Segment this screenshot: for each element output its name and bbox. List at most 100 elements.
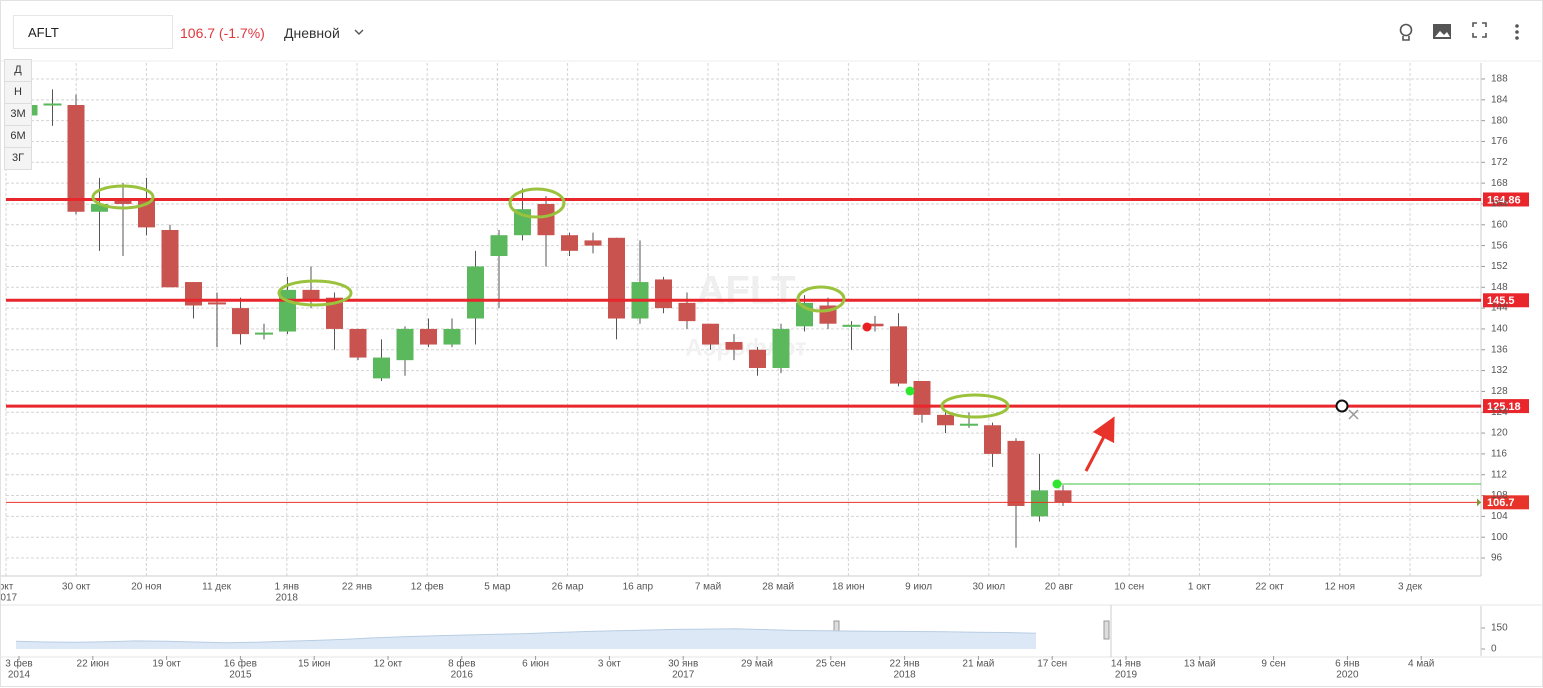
nav-line [15,628,1037,644]
image-icon[interactable] [1433,24,1451,39]
candle-body [443,328,461,345]
x-tick-label: 22 янв [342,582,372,593]
x-tick-label: 7 май [695,582,721,593]
handle[interactable] [1335,399,1349,413]
candle-body [302,289,320,301]
candle-body [1054,490,1072,503]
y-tick-label: 128 [1491,386,1508,397]
nav-x-label: 2018 [893,670,916,681]
nav-x-label: 9 сен [1261,659,1285,670]
level-label: 125.18 [1487,401,1521,413]
menu-icon[interactable] [1515,24,1519,40]
nav-x-label: 2017 [672,670,695,681]
x-tick-label: 30 июл [972,582,1005,593]
nav-x-label: 19 окт [152,659,181,670]
fullscreen-icon[interactable] [1472,22,1487,38]
nav-x-label: 2016 [451,670,474,681]
candle-body [326,297,343,329]
nav-area [16,628,1036,649]
candle-body [678,302,696,322]
x-tick-label: 12 фев [411,581,444,593]
candle-body [43,103,62,106]
nav-x-label: 8 фев [448,658,475,670]
nav-x-label: 6 янв [1335,659,1360,670]
nav-x-label: 2019 [1115,670,1138,681]
x-tick-label: 3 дек [1398,582,1423,593]
x-tick-label: 20 авг [1045,582,1074,593]
candle-body [561,235,578,251]
nav-x-label: 4 май [1408,659,1434,670]
x-tick-label: окт [1,582,14,593]
candle-body [960,423,978,426]
candle-body [749,349,766,368]
price-pointer [1477,498,1481,507]
nav-x-label: 2015 [229,670,252,681]
y-tick-label: 152 [1491,261,1508,272]
candle-body [490,235,508,257]
x-tick-label: 9 июл [905,582,932,593]
x-tick-label: 2017 [1,593,18,604]
y-tick-label: 176 [1491,136,1508,147]
y-tick-label: 124 [1491,407,1508,418]
price: 106.7 (-1.7%) [180,25,265,41]
period-buttons: Д Н 3М 6М 3Г [4,59,32,170]
candle-body [255,332,273,335]
nav-x-label: 21 май [962,659,994,670]
interval-select[interactable]: Дневной [284,25,340,41]
y-tick-label: 148 [1491,282,1508,293]
y-tick-label: 168 [1491,178,1508,189]
nav-x-label: 29 май [741,659,773,670]
nav-tick-label: 0 [1491,644,1497,655]
candle-body [91,203,108,212]
level-label-bg [1483,192,1529,207]
x-tick-label: 16 апр [623,582,654,593]
nav-x-label: 16 фев [224,658,257,670]
level-label-bg [1483,399,1529,414]
chevron[interactable] [353,27,365,37]
candle-body [208,302,226,305]
nav-x-label: 3 фев [5,658,32,670]
ticker-input[interactable]: AFLT [13,15,173,49]
period-button[interactable]: Н [4,82,32,104]
candle-body [1031,490,1048,517]
candle-body [67,105,85,212]
nav-x-label: 13 май [1184,659,1216,670]
y-tick-label: 180 [1491,115,1508,126]
level-label: 164.86 [1487,194,1521,206]
period-button[interactable]: 3Г [4,148,32,170]
annotations [91,184,1010,419]
y-tick-label: 160 [1491,219,1508,230]
x-tick-label: 30 окт [62,582,91,593]
x-tick-label: 2018 [276,593,299,604]
x-axis: 96 100 104 108 112 116 120 124 128 132 136 140 144 14… [1,74,1508,604]
x-tick-label: 11 дек [202,582,232,593]
nav-handle[interactable] [1103,620,1110,640]
candle-body [584,240,602,246]
candle-body [913,380,931,415]
watermark: AFLT [696,269,795,313]
toolbar-icons [1399,22,1519,41]
dot [905,386,915,396]
y-tick-label: 120 [1491,428,1508,439]
nav-x-label: 22 янв [890,659,920,670]
candle-body [114,198,132,204]
idea-icon[interactable] [1399,23,1413,41]
nav-x-label: 15 июн [298,659,331,670]
x-tick-label: 18 июн [832,582,865,593]
nav-x-label: 2014 [8,670,31,681]
nav-x-label: 22 июн [77,659,110,670]
period-button[interactable]: Д [4,59,32,82]
y-tick-label: 132 [1491,365,1508,376]
period-button[interactable]: 3М [4,104,32,126]
y-tick-label: 172 [1491,157,1508,168]
y-tick-label: 108 [1491,490,1508,501]
ellipse [796,285,846,313]
candle-body [608,237,625,319]
remove-icon[interactable] [1348,409,1359,420]
period-button[interactable]: 6М [4,126,32,148]
y-tick-label: 188 [1491,74,1508,85]
y-tick-label: 164 [1491,199,1508,210]
level-label: 106.7 [1487,497,1515,509]
candle-body [702,323,719,345]
